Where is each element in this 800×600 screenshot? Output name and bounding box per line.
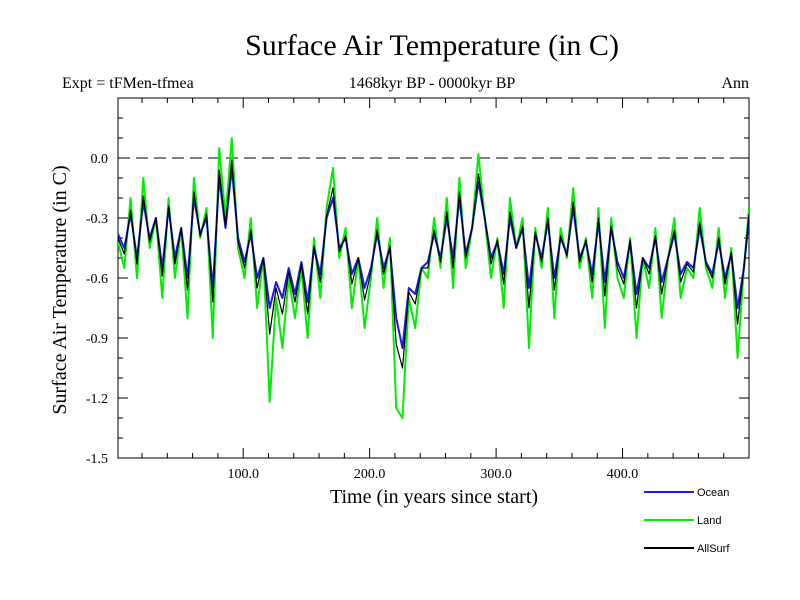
y-tick-label: -0.3: [86, 212, 108, 227]
y-tick-label: -0.6: [86, 272, 108, 287]
y-axis-label: Surface Air Temperature (in C): [49, 165, 71, 414]
legend-label-allsurf: AllSurf: [697, 543, 730, 555]
series-line-land: [118, 137, 749, 419]
legend: Ocean Land AllSurf: [644, 487, 730, 555]
y-tick-label: -1.5: [86, 452, 108, 467]
x-tick-label: 300.0: [480, 467, 512, 482]
y-tick-label: -1.2: [86, 392, 108, 407]
x-axis-label: Time (in years since start): [330, 486, 538, 508]
y-tick-label: -0.9: [86, 332, 108, 347]
season-label: Ann: [721, 75, 749, 92]
legend-label-ocean: Ocean: [697, 487, 729, 499]
chart-title: Surface Air Temperature (in C): [245, 29, 619, 62]
series-line-allsurf: [118, 159, 749, 369]
legend-label-land: Land: [697, 515, 721, 527]
x-tick-label: 200.0: [354, 467, 386, 482]
time-range-label: 1468kyr BP - 0000kyr BP: [349, 75, 516, 92]
experiment-label: Expt = tFMen-tfmea: [62, 75, 194, 92]
plot-area: 100.0 200.0 300.0 400.0 0.0 -0.3 -0.6 -0.9 -1.2 -…: [86, 97, 750, 482]
x-tick-label: 400.0: [607, 467, 639, 482]
x-tick-label: 100.0: [227, 467, 259, 482]
y-tick-label: 0.0: [91, 152, 109, 167]
